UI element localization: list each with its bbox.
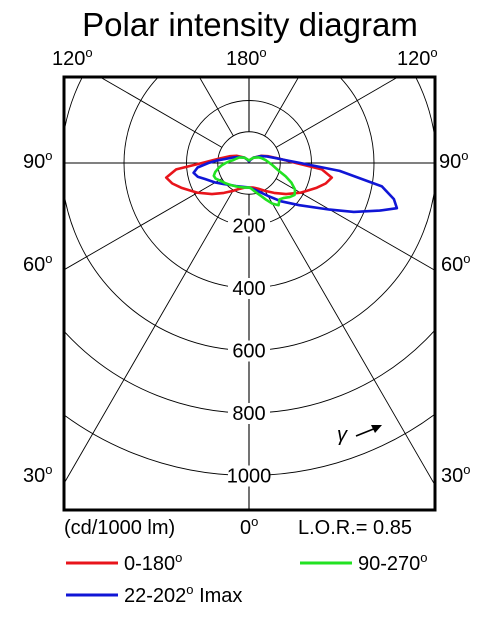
gamma-label: γ: [337, 424, 348, 446]
angle-label-right-90: 90o: [439, 148, 468, 173]
angle-label-top-left: 120o: [52, 45, 93, 70]
tick-label-bg: [228, 403, 270, 424]
radial-tick-label: 600: [232, 341, 265, 363]
radial-tick-label: 800: [232, 403, 265, 425]
tick-label-bg: [228, 340, 270, 362]
angle-label-top-right: 120o: [397, 45, 438, 70]
tick-label-bg: [228, 215, 270, 237]
lor-label: L.O.R.= 0.85: [298, 517, 412, 539]
legend: 0-180o 90-270o 22-202o Imax: [66, 550, 428, 607]
legend-label-0-180: 0-180o: [124, 550, 182, 575]
grid-spoke: [64, 178, 223, 271]
angle-label-right-30: 30o: [441, 462, 470, 487]
chart-title: Polar intensity diagram: [82, 6, 418, 43]
grid-spoke: [198, 77, 234, 137]
tick-label-bg: [228, 278, 270, 299]
intensity-curves: [164, 154, 399, 214]
legend-label-90-270: 90-270o: [358, 550, 428, 575]
radial-tick-label: 200: [232, 216, 265, 238]
tick-label-bg: [228, 465, 270, 487]
grid-spoke: [264, 189, 435, 487]
curve-90-270: [212, 156, 297, 207]
radial-tick-label: 400: [232, 278, 265, 300]
grid-spoke: [264, 77, 300, 137]
plot-frame: [62, 75, 437, 512]
grid-spoke: [99, 77, 223, 148]
radial-tick-label: 1000: [227, 466, 272, 488]
angle-label-top-center: 180o: [226, 45, 267, 70]
radial-tick-labels: 200 400 600 800 1000: [227, 215, 272, 488]
gamma-arrow-icon: [355, 425, 382, 437]
unit-label: (cd/1000 lm): [64, 517, 175, 539]
angle-label-bottom-center: 0o: [240, 514, 258, 539]
grid-spoke: [275, 77, 399, 148]
angle-label-left-60: 60o: [23, 251, 52, 276]
angle-label-left-30: 30o: [23, 462, 52, 487]
angle-label-left-90: 90o: [23, 148, 52, 173]
angle-label-right-60: 60o: [441, 251, 470, 276]
legend-label-22-202: 22-202o Imax: [124, 582, 242, 607]
grid-spoke: [64, 189, 234, 485]
